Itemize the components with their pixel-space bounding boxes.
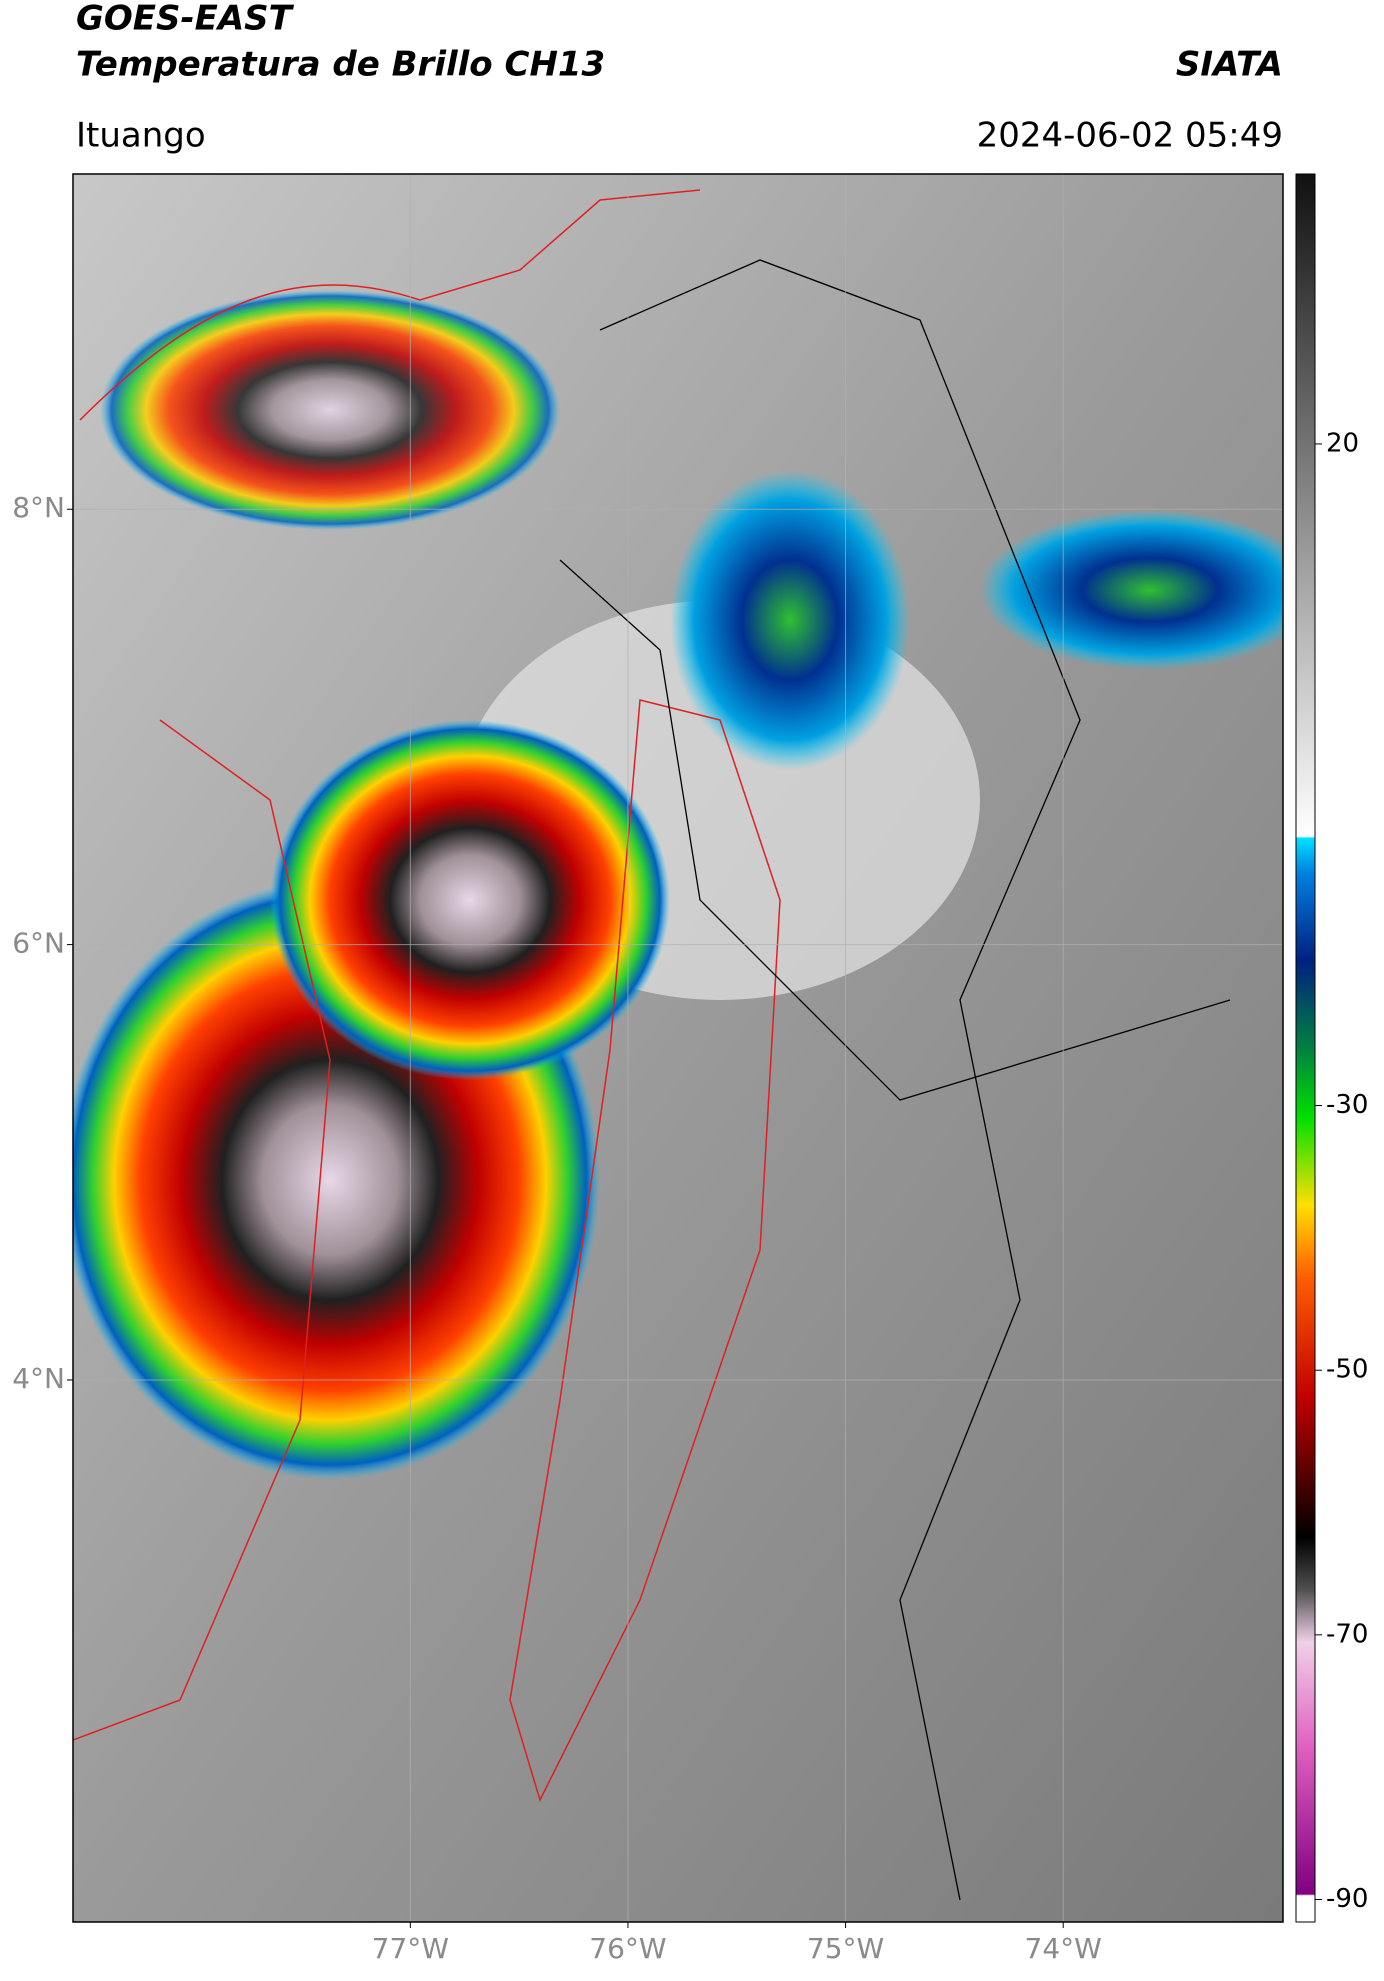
x-tick-label: 75°W: [807, 1932, 884, 1965]
agency: SIATA: [1176, 45, 1283, 85]
map-frame: [72, 173, 1284, 1923]
cloud-top: [670, 470, 910, 770]
x-tick-label: 74°W: [1025, 1932, 1102, 1965]
title: GOES-EAST: [76, 0, 295, 39]
y-tick-label: 8°N: [12, 491, 65, 524]
grid: [73, 174, 1283, 1922]
datetime: 2024-06-02 05:49: [977, 116, 1283, 156]
imagery: [73, 174, 1283, 1922]
colorbar-tick-label: -70: [1326, 1619, 1368, 1649]
subtitle: Temperatura de Brillo CH13: [76, 45, 605, 85]
region-outline: [509, 699, 781, 1803]
colorbar: [1295, 173, 1316, 1923]
x-tick-label: 76°W: [589, 1932, 666, 1965]
cloud-top: [980, 510, 1283, 670]
y-tick-label: 6°N: [12, 927, 65, 960]
colorbar-tick-label: -90: [1326, 1884, 1368, 1914]
storm: [100, 290, 560, 530]
storm: [270, 720, 670, 1080]
boundaries: [559, 259, 1231, 1901]
y-tick-label: 4°N: [12, 1362, 65, 1395]
x-tick-label: 77°W: [372, 1932, 449, 1965]
border: [73, 189, 701, 1741]
colorbar-tick-label: -30: [1326, 1090, 1368, 1120]
colorbar-tick-label: -50: [1326, 1355, 1368, 1385]
location: Ituango: [76, 116, 206, 156]
colorbar-tick-label: 20: [1326, 428, 1359, 458]
